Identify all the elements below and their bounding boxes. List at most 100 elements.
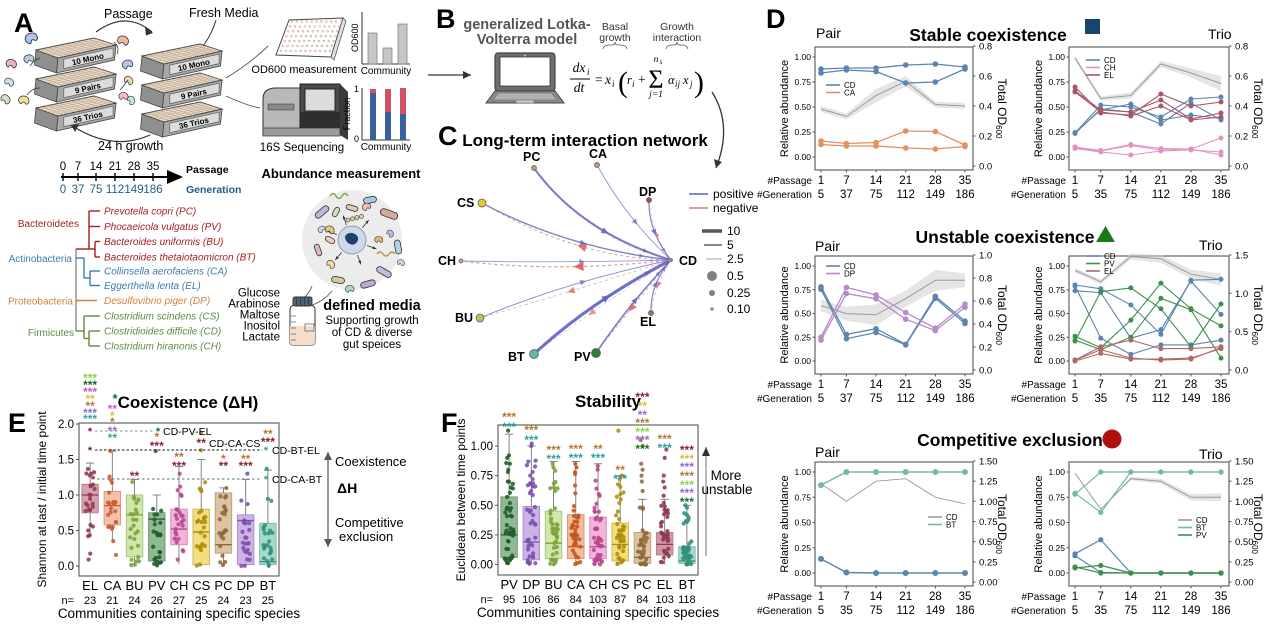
- svg-text:149: 149: [1181, 393, 1200, 405]
- svg-text:r: r: [627, 73, 632, 87]
- svg-text:n=: n=: [61, 595, 74, 607]
- svg-text:Bacteroides uniformis (BU): Bacteroides uniformis (BU): [104, 237, 223, 248]
- svg-text:112: 112: [106, 184, 124, 196]
- svg-text:*: *: [88, 426, 93, 438]
- svg-text:***: ***: [239, 459, 253, 473]
- svg-text:dx: dx: [573, 60, 586, 75]
- svg-text:i: i: [612, 79, 615, 89]
- svg-text:37: 37: [840, 393, 853, 405]
- svg-text:21: 21: [899, 379, 912, 391]
- svg-text:***: ***: [569, 451, 583, 465]
- svg-text:**: **: [638, 408, 648, 422]
- svg-text:112: 112: [897, 393, 915, 405]
- svg-text:Firmicutes: Firmicutes: [28, 328, 74, 339]
- svg-text:BU: BU: [455, 311, 473, 325]
- svg-text:CD: CD: [1196, 516, 1208, 525]
- svg-text:Trio: Trio: [1199, 237, 1223, 253]
- svg-text:149: 149: [1181, 605, 1200, 617]
- svg-text:generalized Lotka-: generalized Lotka-: [463, 17, 590, 33]
- svg-text:0.75: 0.75: [1048, 285, 1065, 295]
- svg-text:35: 35: [1094, 393, 1107, 405]
- svg-text:***: ***: [502, 420, 516, 434]
- svg-text:14: 14: [1124, 379, 1137, 391]
- svg-text:84: 84: [570, 594, 582, 606]
- svg-text:***: ***: [83, 371, 97, 385]
- svg-text:0.5: 0.5: [58, 526, 74, 538]
- svg-text:Lactate: Lactate: [242, 332, 280, 344]
- svg-text:#Passage: #Passage: [768, 380, 813, 391]
- svg-text:Pair: Pair: [815, 444, 840, 460]
- svg-text:5: 5: [727, 238, 734, 252]
- svg-text:CD: CD: [1104, 252, 1116, 261]
- svg-text:0.50: 0.50: [471, 500, 493, 512]
- svg-text:CD: CD: [946, 513, 958, 522]
- svg-text:**: **: [219, 459, 229, 473]
- svg-text:positive: positive: [713, 187, 754, 201]
- svg-text:Long-term interaction network: Long-term interaction network: [462, 131, 708, 150]
- svg-text:DP: DP: [522, 577, 540, 592]
- svg-text:BT: BT: [679, 577, 696, 592]
- svg-text:103: 103: [589, 594, 607, 606]
- svg-text:186: 186: [955, 393, 974, 405]
- svg-text:1: 1: [354, 84, 359, 94]
- svg-text:95: 95: [503, 594, 515, 606]
- svg-text:***: ***: [150, 439, 164, 453]
- svg-text:84: 84: [636, 594, 648, 606]
- svg-text:DP: DP: [639, 185, 656, 199]
- svg-text:CH: CH: [170, 578, 189, 593]
- svg-text:Relative abundance: Relative abundance: [779, 266, 791, 363]
- svg-text:0.5: 0.5: [727, 269, 744, 283]
- svg-text:149: 149: [1181, 189, 1200, 201]
- svg-text:***: ***: [83, 385, 97, 399]
- svg-text:75: 75: [1124, 393, 1137, 405]
- svg-text:CA: CA: [567, 577, 585, 592]
- svg-text:CA: CA: [589, 147, 607, 161]
- svg-text:75: 75: [870, 189, 883, 201]
- svg-text:0.4: 0.4: [979, 320, 992, 331]
- svg-text:OD600: OD600: [350, 23, 360, 52]
- svg-text:35: 35: [1215, 591, 1228, 603]
- svg-text:Collinsella aerofaciens (CA): Collinsella aerofaciens (CA): [104, 267, 227, 278]
- svg-text:186: 186: [143, 184, 162, 196]
- svg-text:149: 149: [926, 393, 945, 405]
- svg-text:186: 186: [1211, 189, 1230, 201]
- svg-text:#Generation: #Generation: [757, 606, 812, 617]
- svg-text:0.75: 0.75: [794, 77, 811, 87]
- svg-text:EL: EL: [82, 578, 98, 593]
- svg-text:**: **: [638, 399, 648, 413]
- svg-text:Clostridium hiranonis (CH): Clostridium hiranonis (CH): [104, 342, 221, 353]
- svg-text:1: 1: [818, 379, 824, 391]
- svg-text:24: 24: [217, 595, 229, 607]
- svg-text:Basal: Basal: [602, 21, 628, 33]
- svg-text:#Passage: #Passage: [768, 176, 813, 187]
- svg-text:0.6: 0.6: [1235, 72, 1248, 83]
- svg-text:0.2: 0.2: [1235, 132, 1248, 143]
- svg-text:0.75: 0.75: [1235, 517, 1254, 528]
- svg-text:1.0: 1.0: [1235, 289, 1248, 300]
- svg-text:CD-PV-EL: CD-PV-EL: [163, 426, 212, 438]
- svg-text:CD-BT-EL: CD-BT-EL: [272, 445, 320, 457]
- svg-text:75: 75: [1124, 605, 1137, 617]
- svg-text:37: 37: [72, 184, 85, 196]
- svg-text:***: ***: [680, 443, 694, 457]
- svg-text:#Passage: #Passage: [768, 592, 813, 603]
- svg-text:0.8: 0.8: [979, 42, 992, 53]
- svg-text:Competitive: Competitive: [335, 515, 404, 530]
- svg-text:PV: PV: [148, 578, 166, 593]
- svg-text:0.25: 0.25: [794, 332, 811, 342]
- svg-text:***: ***: [635, 425, 649, 439]
- svg-text:0.0: 0.0: [979, 366, 992, 377]
- svg-text:*: *: [110, 409, 115, 423]
- svg-text:Unstable coexistence: Unstable coexistence: [916, 227, 1095, 247]
- svg-text:OD600 measurement: OD600 measurement: [251, 64, 356, 76]
- svg-text:**: **: [85, 399, 95, 413]
- svg-text:75: 75: [870, 605, 883, 617]
- svg-text:149: 149: [926, 605, 945, 617]
- svg-text:0.00: 0.00: [794, 568, 811, 578]
- svg-text:Relative abundance: Relative abundance: [1033, 266, 1045, 363]
- svg-text:0.25: 0.25: [727, 286, 751, 300]
- svg-text:Total OD600: Total OD600: [1250, 285, 1265, 346]
- svg-text:0.25: 0.25: [979, 557, 998, 568]
- svg-text:#Passage: #Passage: [1022, 176, 1067, 187]
- svg-text:***: ***: [680, 495, 694, 509]
